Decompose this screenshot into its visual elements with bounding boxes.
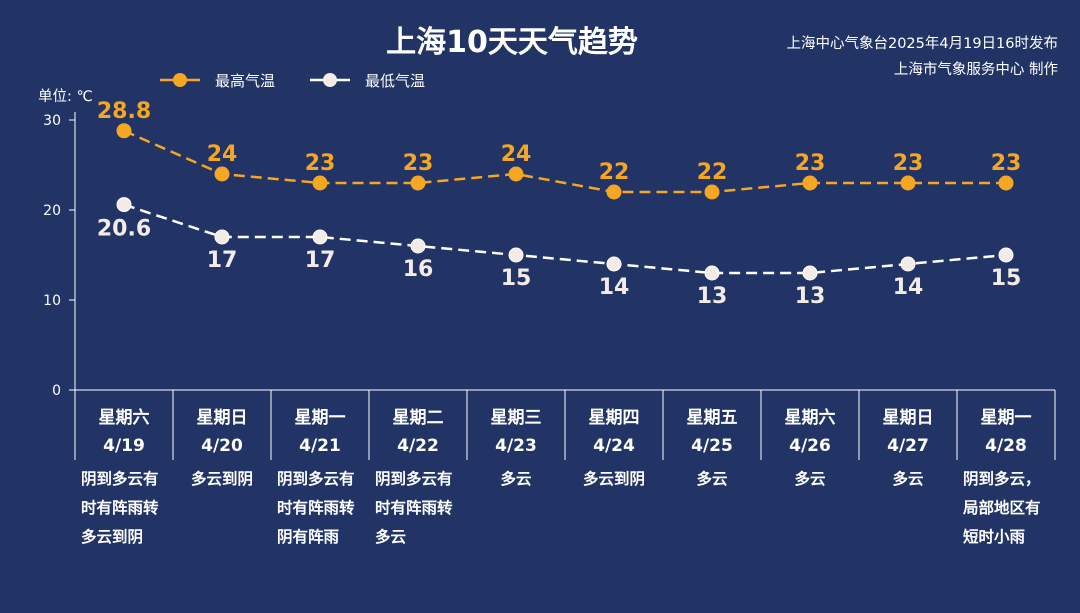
point-low: [312, 229, 328, 245]
series-points: [116, 123, 1014, 281]
point-high: [508, 166, 524, 182]
point-high: [116, 123, 132, 139]
weekday-label: 星期五: [687, 408, 738, 428]
data-label-low: 15: [501, 266, 532, 291]
weekday-label: 星期三: [491, 408, 542, 428]
y-tick-label: 20: [43, 203, 61, 219]
data-label-high: 24: [501, 142, 532, 167]
weekday-label: 星期一: [981, 408, 1032, 428]
point-high: [214, 166, 230, 182]
weather-text: 多云到阴: [583, 469, 645, 488]
weather-text: 多云: [696, 469, 727, 488]
data-label-high: 23: [991, 151, 1022, 176]
weather-text: 阴到多云有: [81, 469, 159, 488]
weather-text: 多云: [794, 469, 825, 488]
data-label-high: 22: [599, 160, 630, 185]
data-label-low: 17: [305, 248, 336, 273]
weather-text: 阴到多云有: [277, 469, 355, 488]
weekday-label: 星期一: [295, 408, 346, 428]
data-label-low: 16: [403, 257, 434, 282]
point-high: [410, 175, 426, 191]
date-label: 4/20: [201, 436, 243, 456]
point-low: [214, 229, 230, 245]
point-low: [116, 197, 132, 213]
day-table: 星期六4/19阴到多云有时有阵雨转多云到阴星期日4/20多云到阴星期一4/21阴…: [74, 390, 1056, 546]
point-low: [802, 265, 818, 281]
date-label: 4/21: [299, 436, 341, 456]
data-label-high: 23: [305, 151, 336, 176]
weather-text: 多云: [892, 469, 923, 488]
weather-text: 时有阵雨转: [277, 498, 355, 517]
legend-label-low: 最低气温: [365, 72, 425, 90]
weather-text: 时有阵雨转: [81, 498, 159, 517]
data-label-low: 14: [599, 275, 630, 300]
data-label-low: 15: [991, 266, 1022, 291]
weekday-label: 星期四: [589, 408, 640, 428]
series-lines: [123, 129, 1007, 275]
weekday-label: 星期六: [99, 407, 150, 428]
data-label-high: 23: [893, 151, 924, 176]
legend: 最高气温 最低气温: [160, 72, 425, 90]
date-label: 4/28: [985, 436, 1027, 456]
weekday-label: 星期日: [197, 408, 248, 428]
date-label: 4/26: [789, 436, 831, 456]
date-label: 4/27: [887, 436, 929, 456]
point-high: [998, 175, 1014, 191]
date-label: 4/19: [103, 436, 145, 456]
data-label-high: 22: [697, 160, 728, 185]
data-label-high: 23: [403, 151, 434, 176]
data-label-high: 24: [207, 142, 238, 167]
date-label: 4/25: [691, 436, 733, 456]
weather-text: 时有阵雨转: [375, 498, 453, 517]
date-label: 4/24: [593, 436, 635, 456]
y-tick-label: 0: [52, 383, 61, 399]
weather-text: 阴有阵雨: [277, 527, 339, 546]
weather-text: 阴到多云有: [375, 469, 453, 488]
weekday-label: 星期六: [785, 407, 836, 428]
y-tick-label: 30: [43, 113, 61, 129]
unit-label: 单位: ℃: [38, 88, 93, 105]
point-high: [312, 175, 328, 191]
legend-marker-low: [323, 73, 337, 87]
point-low: [606, 256, 622, 272]
data-label-high: 28.8: [97, 99, 151, 124]
point-low: [508, 247, 524, 263]
weather-text: 阴到多云，: [963, 469, 1041, 488]
data-label-low: 13: [697, 284, 728, 309]
date-label: 4/23: [495, 436, 537, 456]
data-label-high: 23: [795, 151, 826, 176]
weather-text: 多云到阴: [81, 527, 143, 546]
source-line-1: 上海中心气象台2025年4月19日16时发布: [786, 35, 1058, 52]
weather-text: 短时小雨: [963, 527, 1025, 546]
weekday-label: 星期日: [883, 408, 934, 428]
point-low: [998, 247, 1014, 263]
weather-text: 局部地区有: [963, 498, 1041, 517]
weather-text: 多云到阴: [191, 469, 253, 488]
point-low: [410, 238, 426, 254]
point-high: [900, 175, 916, 191]
source-line-2: 上海市气象服务中心 制作: [894, 61, 1058, 78]
data-label-low: 20.6: [97, 217, 151, 242]
data-label-low: 13: [795, 284, 826, 309]
data-label-low: 17: [207, 248, 238, 273]
data-labels: 28.8 24 23 23 24 22 22 23 23 23 20.6 17 17 16 15 14 13 13…: [97, 99, 1021, 309]
point-low: [900, 256, 916, 272]
point-high: [802, 175, 818, 191]
point-high: [704, 184, 720, 200]
legend-marker-high: [173, 73, 187, 87]
date-label: 4/22: [397, 436, 439, 456]
weather-text: 多云: [375, 527, 406, 546]
y-tick-label: 10: [43, 293, 61, 309]
series-line-high: [123, 129, 1006, 194]
weather-text: 多云: [500, 469, 531, 488]
point-low: [704, 265, 720, 281]
legend-label-high: 最高气温: [215, 72, 275, 90]
point-high: [606, 184, 622, 200]
weekday-label: 星期二: [393, 408, 444, 428]
data-label-low: 14: [893, 275, 924, 300]
chart-title: 上海10天天气趋势: [386, 25, 638, 60]
series-line-low: [123, 203, 1007, 275]
